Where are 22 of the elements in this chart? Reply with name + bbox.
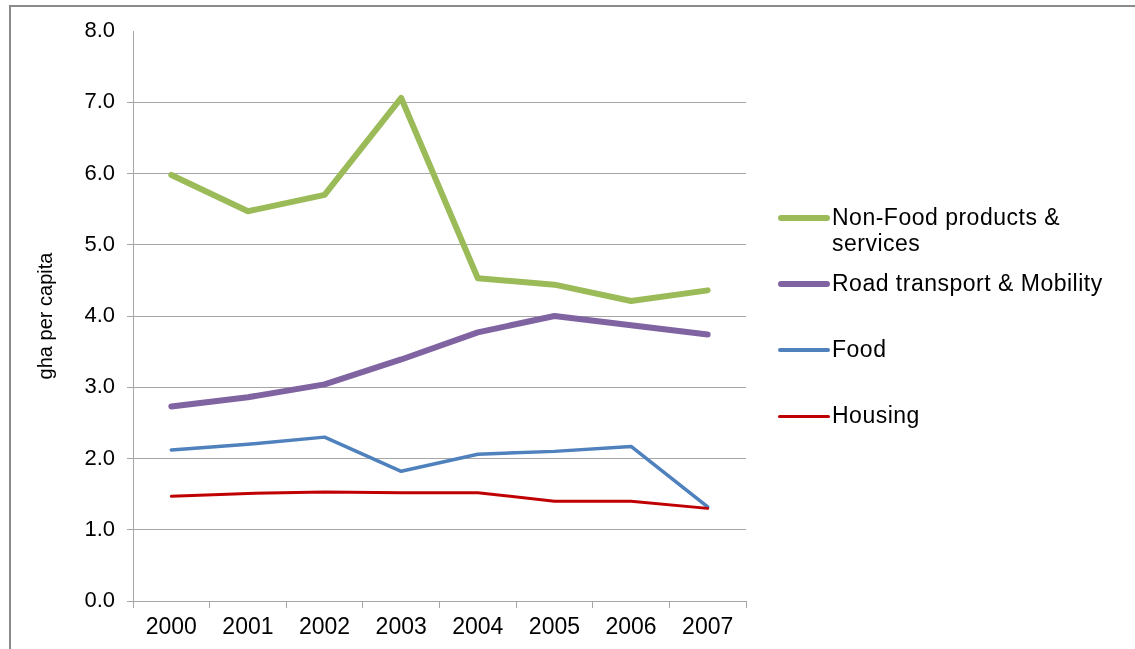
- x-tick-label: 2006: [605, 613, 657, 640]
- y-tick-label: 8.0: [84, 17, 115, 43]
- y-axis-title: gha per capita: [33, 251, 56, 380]
- x-tick-label: 2000: [145, 613, 197, 640]
- legend-label: Food: [832, 336, 888, 362]
- y-tick-label: 6.0: [84, 159, 115, 185]
- x-tick-label: 2003: [375, 613, 427, 640]
- y-tick-label: 7.0: [84, 88, 115, 114]
- x-tick-label: 2007: [682, 613, 734, 640]
- y-tick-label: 0.0: [84, 587, 115, 613]
- y-tick-label: 2.0: [84, 444, 115, 470]
- legend-label: Road transport & Mobility: [832, 270, 1104, 296]
- y-tick-label: 3.0: [84, 373, 115, 399]
- x-tick-label: 2002: [298, 613, 351, 640]
- legend-label: Non-Food products & services: [832, 204, 1062, 256]
- x-tick-label: 2001: [222, 613, 274, 640]
- y-tick-label: 5.0: [84, 230, 115, 256]
- legend-label: Housing: [832, 402, 921, 428]
- x-tick-label: 2004: [452, 613, 504, 640]
- x-tick-label: 2005: [528, 613, 581, 640]
- y-tick-label: 4.0: [84, 302, 115, 328]
- y-tick-label: 1.0: [84, 515, 115, 541]
